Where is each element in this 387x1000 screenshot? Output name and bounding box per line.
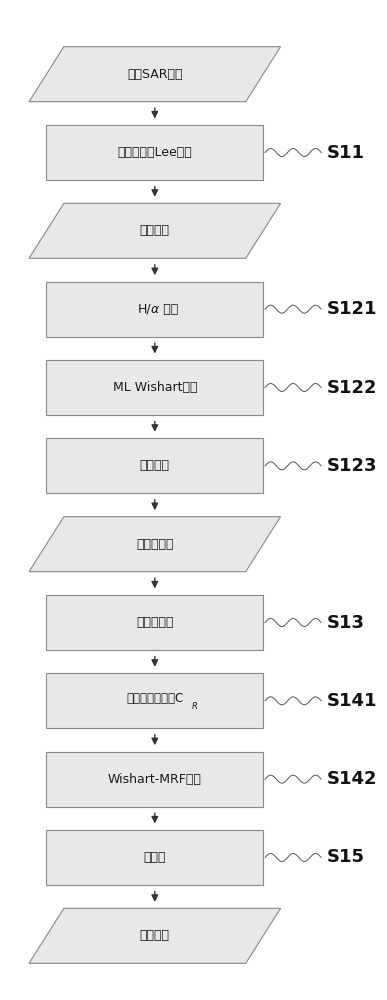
- Text: S15: S15: [327, 848, 365, 866]
- Bar: [46, 125, 263, 180]
- Text: 滤波图像: 滤波图像: [140, 224, 170, 237]
- Text: H/: H/: [137, 303, 151, 316]
- Text: 分割结果: 分割结果: [140, 929, 170, 942]
- Polygon shape: [29, 203, 281, 258]
- Bar: [46, 752, 263, 807]
- Bar: [46, 282, 263, 337]
- Polygon shape: [29, 908, 281, 963]
- Text: S13: S13: [327, 613, 365, 632]
- Text: S142: S142: [327, 770, 377, 788]
- Text: S122: S122: [327, 379, 377, 397]
- Polygon shape: [29, 47, 281, 102]
- Text: 四叉树分解: 四叉树分解: [136, 616, 173, 629]
- Text: ML Wishart分类: ML Wishart分类: [113, 381, 197, 394]
- Bar: [46, 438, 263, 493]
- Text: R: R: [192, 702, 197, 711]
- Text: Wishart-MRF调整: Wishart-MRF调整: [108, 773, 202, 786]
- Text: α 分类: α 分类: [151, 303, 178, 316]
- Text: S123: S123: [327, 457, 377, 475]
- Text: 多数投票: 多数投票: [140, 459, 170, 472]
- Bar: [46, 830, 263, 885]
- Polygon shape: [29, 517, 281, 572]
- Text: 极化SAR图像: 极化SAR图像: [127, 68, 183, 81]
- Bar: [46, 673, 263, 728]
- Bar: [46, 595, 263, 650]
- Text: S121: S121: [327, 300, 377, 318]
- Text: 多视处理和Lee滤波: 多视处理和Lee滤波: [117, 146, 192, 159]
- Text: 初始聚类图: 初始聚类图: [136, 538, 173, 551]
- Text: S141: S141: [327, 692, 377, 710]
- Text: S11: S11: [327, 144, 365, 162]
- Bar: [46, 360, 263, 415]
- Text: 计算同质性参数C: 计算同质性参数C: [126, 692, 183, 705]
- Text: 后处理: 后处理: [144, 851, 166, 864]
